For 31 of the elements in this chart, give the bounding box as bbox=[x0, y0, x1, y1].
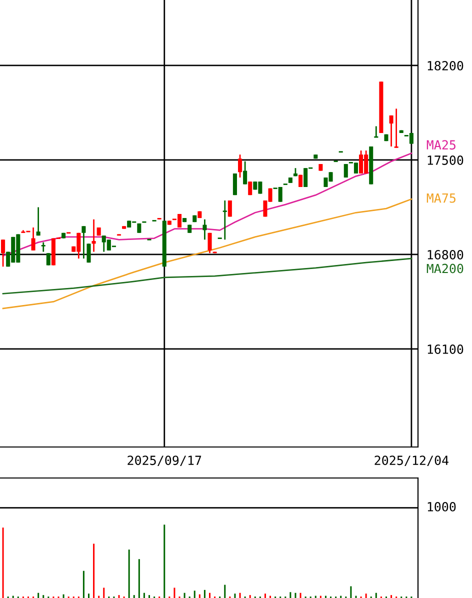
series-label: MA200 bbox=[426, 264, 464, 274]
candlestick bbox=[248, 180, 252, 196]
candlestick bbox=[41, 242, 46, 252]
candlestick bbox=[222, 200, 228, 240]
series-label: MA25 bbox=[426, 140, 456, 150]
line-series bbox=[2, 152, 412, 257]
line-series bbox=[2, 198, 412, 310]
candlestick bbox=[394, 108, 398, 149]
candlestick bbox=[238, 154, 242, 178]
y-tick-label: 18200 bbox=[428, 60, 464, 70]
candlestick bbox=[92, 218, 96, 252]
y-tick-label: 17500 bbox=[428, 155, 464, 165]
y-tick-label: 16800 bbox=[428, 250, 464, 260]
line-series bbox=[2, 258, 412, 294]
candlestick bbox=[208, 232, 212, 254]
candlestick bbox=[46, 252, 50, 266]
candlestick bbox=[31, 226, 36, 252]
candlestick bbox=[1, 238, 6, 268]
candlestick bbox=[344, 163, 348, 178]
candlestick bbox=[243, 160, 248, 185]
candlestick bbox=[202, 218, 207, 240]
candlestick bbox=[389, 114, 394, 148]
x-tick-label: 2025/09/17 bbox=[128, 456, 202, 466]
x-tick-label: 2025/12/04 bbox=[374, 456, 448, 466]
text: 1000 bbox=[428, 502, 456, 512]
candlestick bbox=[86, 242, 91, 264]
candlestick bbox=[298, 174, 303, 188]
y-tick-label: 16100 bbox=[428, 344, 464, 354]
series-label: MA75 bbox=[426, 194, 456, 203]
candlestick bbox=[82, 225, 86, 260]
candlestick bbox=[36, 206, 40, 236]
